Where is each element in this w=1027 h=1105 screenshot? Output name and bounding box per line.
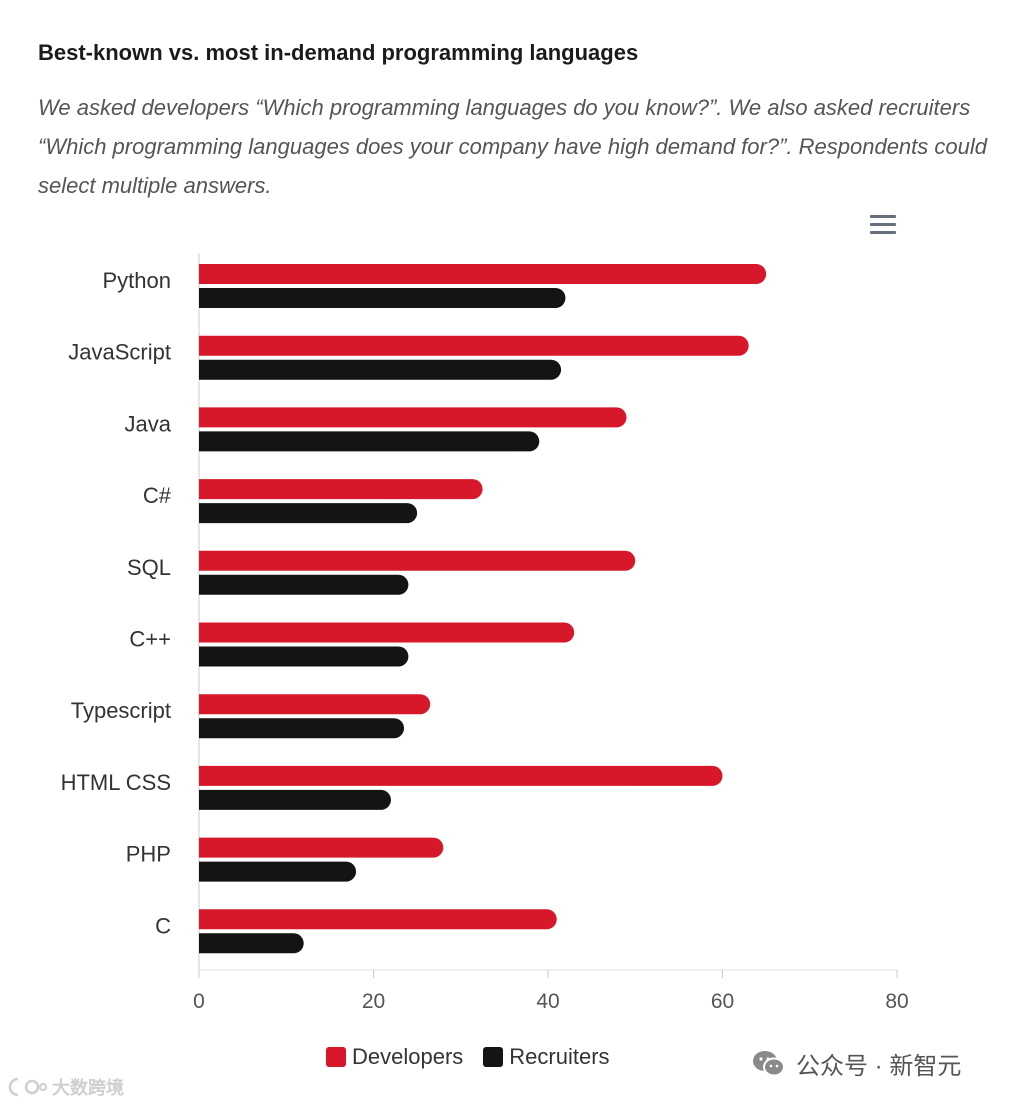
bar-recruiters[interactable] xyxy=(189,718,405,739)
bar-recruiters[interactable] xyxy=(189,288,566,308)
chart-subtitle: We asked developers “Which programming l… xyxy=(38,95,987,198)
bar-developers[interactable] xyxy=(189,765,723,786)
x-tick-label: 0 xyxy=(193,990,205,1013)
bar-recruiters[interactable] xyxy=(189,933,304,954)
bar-recruiters[interactable] xyxy=(189,574,409,595)
chart-legend: Developers Recruiters xyxy=(326,1044,630,1070)
bar-developers[interactable] xyxy=(189,909,557,930)
y-tick-label: SQL xyxy=(127,555,171,580)
y-tick-label: C++ xyxy=(129,627,171,652)
bar-developers[interactable] xyxy=(189,335,749,356)
y-tick-label: C xyxy=(155,913,171,938)
bar-developers[interactable] xyxy=(189,479,483,500)
wechat-icon xyxy=(753,1050,785,1076)
y-tick-label: Typescript xyxy=(71,698,171,723)
x-tick-label: 40 xyxy=(536,990,559,1013)
hamburger-menu-icon[interactable] xyxy=(866,210,900,240)
site-watermark: 大数跨境 xyxy=(8,1074,124,1100)
chart-title: Best-known vs. most in-demand programmin… xyxy=(38,40,639,65)
watermark-text-right: 公众号 · 新智元 xyxy=(796,1053,962,1080)
watermark-logo-icon xyxy=(8,1077,47,1097)
y-tick-label: Python xyxy=(103,268,172,293)
bar-developers[interactable] xyxy=(189,622,575,643)
legend-swatch-recruiters xyxy=(483,1047,504,1067)
legend-swatch-developers xyxy=(326,1047,346,1067)
bar-recruiters[interactable] xyxy=(189,789,391,810)
legend-label-developers: Developers xyxy=(352,1044,464,1069)
legend-item-developers[interactable]: Developers xyxy=(326,1044,463,1070)
bar-developers[interactable] xyxy=(189,694,431,715)
bar-developers[interactable] xyxy=(189,837,444,858)
x-tick-label: 20 xyxy=(362,990,385,1013)
bar-chart: 0 20 40 60 80 Python JavaScript Java C# SQL C++ Typ… xyxy=(61,253,909,1013)
y-tick-label: Java xyxy=(125,411,172,436)
bar-developers[interactable] xyxy=(189,407,627,428)
x-tick-label: 80 xyxy=(885,990,908,1013)
bar-developers[interactable] xyxy=(189,550,636,571)
legend-item-recruiters[interactable]: Recruiters xyxy=(483,1044,610,1070)
watermark-text-left: 大数跨境 xyxy=(52,1078,124,1098)
legend-label-recruiters: Recruiters xyxy=(509,1044,610,1069)
wechat-watermark: 公众号 · 新智元 xyxy=(752,1046,961,1081)
bar-recruiters[interactable] xyxy=(189,861,357,882)
bar-recruiters[interactable] xyxy=(189,503,418,524)
bar-developers[interactable] xyxy=(189,264,767,284)
y-tick-label: HTML CSS xyxy=(61,770,171,795)
y-tick-label: JavaScript xyxy=(68,340,171,365)
bar-recruiters[interactable] xyxy=(189,646,409,667)
y-tick-label: C# xyxy=(143,483,172,508)
x-tick-label: 60 xyxy=(711,990,734,1013)
bar-recruiters[interactable] xyxy=(189,359,562,380)
bar-recruiters[interactable] xyxy=(189,431,540,452)
y-tick-label: PHP xyxy=(126,842,171,867)
